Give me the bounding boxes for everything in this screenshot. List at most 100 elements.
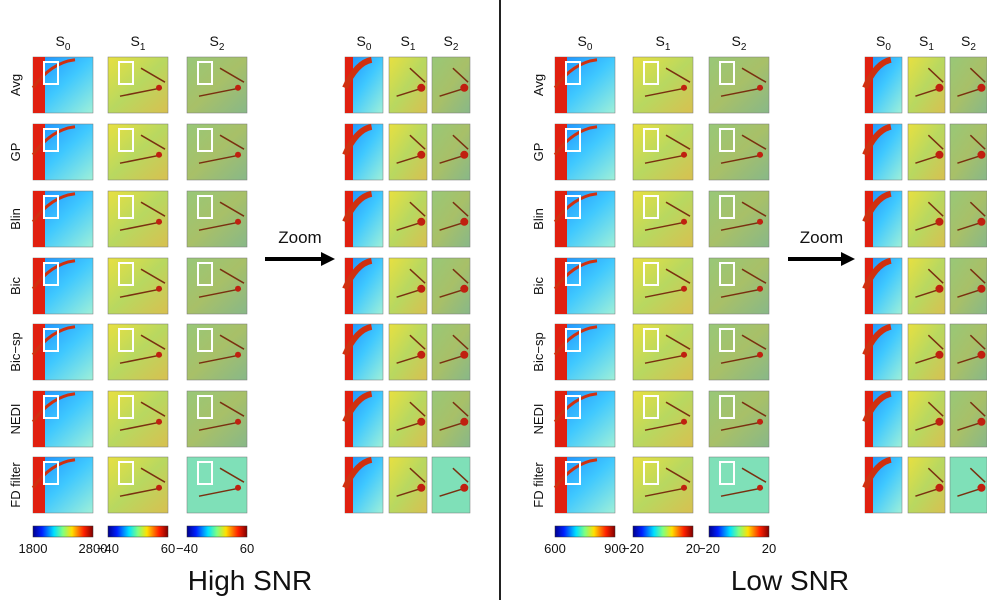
colorbar-min: −40 bbox=[97, 541, 119, 556]
column-header: S0 bbox=[357, 33, 372, 53]
panel-title: High SNR bbox=[188, 565, 312, 596]
image-structure bbox=[757, 352, 763, 358]
image-structure bbox=[235, 485, 241, 491]
row-label: Avg bbox=[8, 74, 23, 96]
image-structure bbox=[757, 419, 763, 425]
panel-title: Low SNR bbox=[731, 565, 849, 596]
row-label: NEDI bbox=[531, 403, 546, 434]
colorbar-min: −20 bbox=[698, 541, 720, 556]
image-structure bbox=[935, 285, 943, 293]
image-structure bbox=[681, 286, 687, 292]
row-label: Bic bbox=[531, 276, 546, 295]
image-structure bbox=[417, 351, 425, 359]
image-structure bbox=[757, 286, 763, 292]
colorbar-min: 600 bbox=[544, 541, 566, 556]
image-structure bbox=[757, 485, 763, 491]
image-structure bbox=[935, 484, 943, 492]
colorbar-max: 20 bbox=[762, 541, 776, 556]
header-base: S bbox=[131, 33, 140, 49]
header-base: S bbox=[401, 33, 410, 49]
header-sub: 1 bbox=[665, 42, 671, 53]
image-structure bbox=[417, 484, 425, 492]
column-header: S0 bbox=[578, 33, 593, 53]
image-structure bbox=[977, 351, 985, 359]
image-structure bbox=[977, 285, 985, 293]
row-label: GP bbox=[531, 143, 546, 162]
colorbar-min: −40 bbox=[176, 541, 198, 556]
image-structure bbox=[935, 151, 943, 159]
image-structure bbox=[935, 84, 943, 92]
header-sub: 0 bbox=[366, 42, 372, 53]
header-sub: 2 bbox=[970, 42, 976, 53]
image-structure bbox=[977, 418, 985, 426]
header-sub: 1 bbox=[410, 42, 416, 53]
header-base: S bbox=[56, 33, 65, 49]
image-structure bbox=[235, 419, 241, 425]
column-header: S2 bbox=[210, 33, 225, 53]
colorbar-min: 1800 bbox=[19, 541, 48, 556]
row-label: Blin bbox=[531, 208, 546, 230]
row-label: NEDI bbox=[8, 403, 23, 434]
arrow-head bbox=[321, 252, 335, 266]
header-base: S bbox=[210, 33, 219, 49]
image-structure bbox=[156, 286, 162, 292]
row-label: FD filter bbox=[8, 462, 23, 508]
header-base: S bbox=[732, 33, 741, 49]
arrow-head bbox=[841, 252, 855, 266]
image-structure bbox=[977, 151, 985, 159]
header-base: S bbox=[444, 33, 453, 49]
image-structure bbox=[156, 419, 162, 425]
image-structure bbox=[460, 151, 468, 159]
image-structure bbox=[235, 219, 241, 225]
image-structure bbox=[681, 152, 687, 158]
zoom-label: Zoom bbox=[278, 228, 321, 247]
row-label: Bic−sp bbox=[8, 332, 23, 371]
image-structure bbox=[681, 485, 687, 491]
column-header: S1 bbox=[919, 33, 934, 53]
column-header: S1 bbox=[656, 33, 671, 53]
image-structure bbox=[460, 484, 468, 492]
header-sub: 0 bbox=[65, 42, 71, 53]
image-structure bbox=[935, 218, 943, 226]
header-base: S bbox=[357, 33, 366, 49]
header-sub: 2 bbox=[453, 42, 459, 53]
image-structure bbox=[156, 219, 162, 225]
header-sub: 1 bbox=[140, 42, 146, 53]
image-structure bbox=[681, 352, 687, 358]
column-header: S2 bbox=[961, 33, 976, 53]
colorbar bbox=[633, 526, 693, 537]
header-sub: 0 bbox=[587, 42, 593, 53]
colorbar-max: 60 bbox=[161, 541, 175, 556]
image-structure bbox=[156, 352, 162, 358]
figure: S0S1S2S0S1S2AvgGPBlinBicBic−spNEDIFD fil… bbox=[0, 0, 987, 600]
image-structure bbox=[935, 418, 943, 426]
row-label: Blin bbox=[8, 208, 23, 230]
image-structure bbox=[681, 219, 687, 225]
image-structure bbox=[460, 218, 468, 226]
image-structure bbox=[235, 286, 241, 292]
column-header: S0 bbox=[876, 33, 891, 53]
image-structure bbox=[935, 351, 943, 359]
image-structure bbox=[977, 84, 985, 92]
row-label: Bic bbox=[8, 276, 23, 295]
column-header: S1 bbox=[131, 33, 146, 53]
image-structure bbox=[235, 85, 241, 91]
column-header: S1 bbox=[401, 33, 416, 53]
image-structure bbox=[417, 218, 425, 226]
header-sub: 2 bbox=[219, 42, 225, 53]
image-structure bbox=[417, 418, 425, 426]
row-label: GP bbox=[8, 143, 23, 162]
colorbar bbox=[187, 526, 247, 537]
row-label: Bic−sp bbox=[531, 332, 546, 371]
header-base: S bbox=[578, 33, 587, 49]
column-header: S2 bbox=[732, 33, 747, 53]
image-structure bbox=[757, 85, 763, 91]
image-structure bbox=[235, 152, 241, 158]
image-structure bbox=[681, 85, 687, 91]
image-structure bbox=[417, 84, 425, 92]
header-base: S bbox=[876, 33, 885, 49]
header-base: S bbox=[656, 33, 665, 49]
image-structure bbox=[977, 218, 985, 226]
colorbar bbox=[33, 526, 93, 537]
header-sub: 1 bbox=[928, 42, 934, 53]
